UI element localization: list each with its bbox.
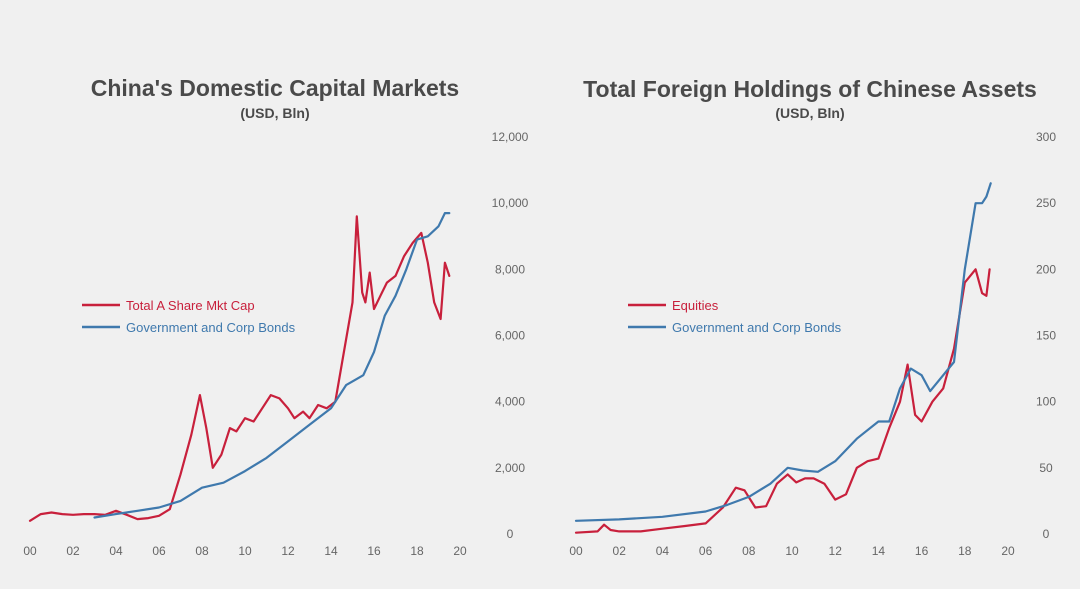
chart1-y-tick-label: 10,000	[492, 196, 529, 210]
chart2-x-tick-label: 12	[829, 544, 843, 558]
chart2-series-1-line	[574, 268, 991, 534]
chart2-x-tick-label: 02	[613, 544, 627, 558]
chart2-y-tick-label: 250	[1036, 196, 1056, 210]
chart2-legend-label-2: Government and Corp Bonds	[672, 320, 842, 335]
chart2-subtitle: (USD, Bln)	[775, 105, 844, 121]
chart2-x-tick-label: 08	[742, 544, 756, 558]
chart1-x-tick-label: 12	[281, 544, 295, 558]
chart1-title: China's Domestic Capital Markets	[91, 75, 459, 101]
chart1-subtitle: (USD, Bln)	[240, 105, 309, 121]
chart1-legend-label-2: Government and Corp Bonds	[126, 320, 296, 335]
chart1-x-tick-label: 00	[23, 544, 37, 558]
chart2-y-tick-label: 200	[1036, 262, 1056, 276]
chart2-y-tick-label: 150	[1036, 329, 1056, 343]
chart1-series-2-line	[93, 212, 451, 519]
chart1-legend-label-1: Total A Share Mkt Cap	[126, 298, 255, 313]
chart1-x-tick-label: 20	[453, 544, 467, 558]
chart2-x-tick-label: 18	[958, 544, 972, 558]
chart2-y-tick-label: 0	[1043, 527, 1050, 541]
chart2-x-tick-label: 04	[656, 544, 670, 558]
chart2-y-tick-label: 50	[1039, 461, 1053, 475]
chart1-y-tick-label: 8,000	[495, 262, 525, 276]
chart2-x-tick-label: 10	[785, 544, 799, 558]
chart1-x-tick-label: 18	[410, 544, 424, 558]
chart2-title: Total Foreign Holdings of Chinese Assets	[583, 76, 1037, 102]
chart2-x-tick-label: 20	[1001, 544, 1015, 558]
chart1-x-tick-label: 06	[152, 544, 166, 558]
chart2-y-tick-label: 300	[1036, 130, 1056, 144]
chart1-x-tick-label: 04	[109, 544, 123, 558]
chart2-x-tick-label: 16	[915, 544, 929, 558]
chart1-x-tick-label: 14	[324, 544, 338, 558]
chart2-x-tick-label: 14	[872, 544, 886, 558]
chart1-x-tick-label: 08	[195, 544, 209, 558]
chart2-legend-label-1: Equities	[672, 298, 719, 313]
chart2-x-tick-label: 06	[699, 544, 713, 558]
chart1-y-tick-label: 6,000	[495, 329, 525, 343]
chart2-series-2-line	[574, 182, 992, 522]
chart1-x-tick-label: 02	[66, 544, 80, 558]
chart1-y-tick-label: 0	[507, 527, 514, 541]
chart1-x-tick-label: 10	[238, 544, 252, 558]
chart1-y-tick-label: 2,000	[495, 461, 525, 475]
chart1-y-tick-label: 12,000	[492, 130, 529, 144]
chart2-y-tick-label: 100	[1036, 395, 1056, 409]
chart1-x-tick-label: 16	[367, 544, 381, 558]
chart1-y-tick-label: 4,000	[495, 395, 525, 409]
chart2-x-tick-label: 00	[569, 544, 583, 558]
